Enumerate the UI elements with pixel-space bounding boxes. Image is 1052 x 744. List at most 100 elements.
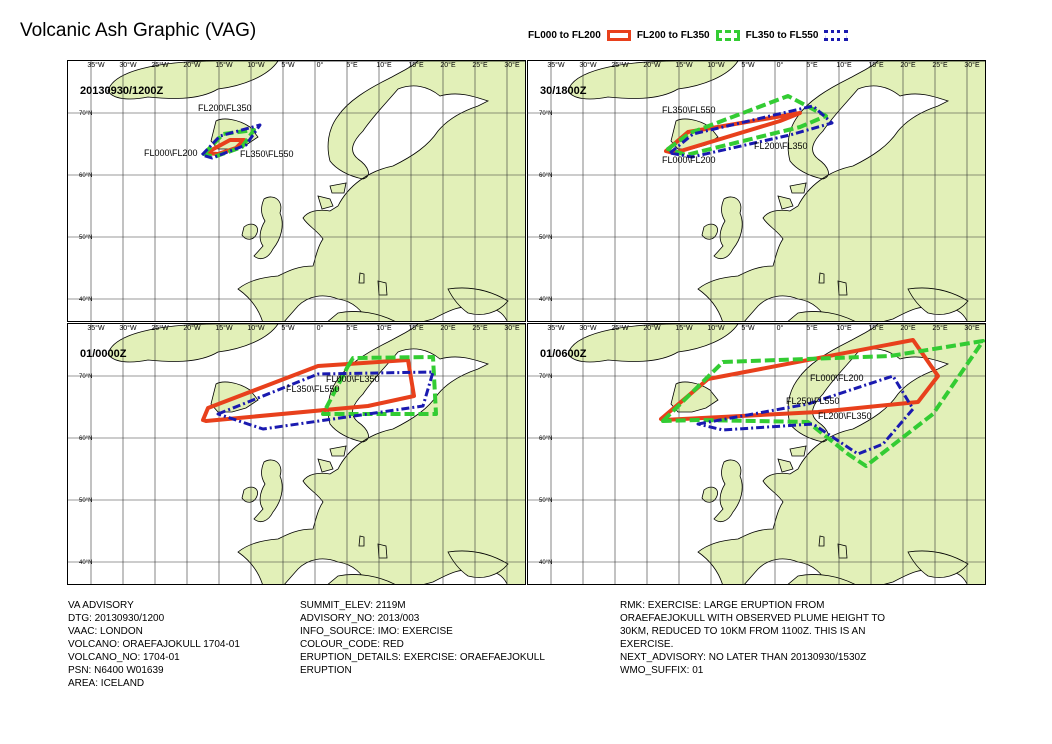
ash-cloud-polygon (216, 370, 435, 431)
latitude-label: 60°N (539, 436, 552, 442)
latitude-label: 70°N (79, 111, 92, 117)
land (317, 195, 334, 210)
latitude-label: 40°N (79, 560, 92, 566)
longitude-label: 15°E (868, 61, 884, 69)
land (358, 535, 365, 547)
advisory-line: NEXT_ADVISORY: NO LATER THAN 20130930/15… (620, 652, 867, 663)
longitude-label: 5°E (346, 61, 358, 69)
longitude-label: 5°W (281, 61, 295, 69)
longitude-label: 10°E (376, 61, 392, 69)
longitude-label: 35°W (547, 324, 565, 332)
flight-level-label: FL350\FL550 (286, 384, 340, 394)
longitude-label: 0° (317, 61, 324, 69)
land (327, 574, 395, 584)
land (777, 195, 794, 210)
longitude-label: 10°W (707, 324, 725, 332)
flight-level-label: FL200\FL350 (818, 411, 872, 421)
land (317, 458, 334, 473)
latitude-label: 60°N (539, 173, 552, 179)
advisory-line: EXERCISE. (620, 639, 674, 650)
latitude-label: 40°N (539, 297, 552, 303)
land (237, 324, 525, 584)
advisory-line: SUMMIT_ELEV: 2119M (300, 600, 406, 611)
longitude-label: 0° (777, 61, 784, 69)
land (567, 61, 739, 100)
longitude-label: 5°W (741, 61, 755, 69)
legend: FL000 to FL200 FL200 to FL350 FL350 to F… (528, 26, 854, 44)
latitude-label: 50°N (539, 498, 552, 504)
ash-cloud-polygon (200, 123, 262, 160)
advisory-line: COLOUR_CODE: RED (300, 639, 404, 650)
longitude-label: 15°W (215, 324, 233, 332)
ash-cloud-polygon (661, 339, 985, 468)
map-panel-1: 35°W 30°W 25°W 20°W 15°W 10°W 5°W 0° 5°E 10°E 15°E… (67, 60, 526, 322)
land (377, 543, 388, 559)
land (787, 311, 855, 321)
latitude-label: 60°N (79, 173, 92, 179)
land (787, 574, 855, 584)
map-panel-2: 35°W 30°W 25°W 20°W 15°W 10°W 5°W 0° 5°E 10°E 15°E… (527, 60, 986, 322)
longitude-label: 35°W (87, 61, 105, 69)
ash-cloud-polygon (659, 338, 940, 422)
longitude-label: 20°E (900, 324, 916, 332)
ash-cloud-polygon (202, 128, 256, 159)
longitude-label: 20°W (183, 61, 201, 69)
advisory-line: INFO_SOURCE: IMO: EXERCISE (300, 626, 453, 637)
map-1: 35°W 30°W 25°W 20°W 15°W 10°W 5°W 0° 5°E 10°E 15°E… (68, 61, 525, 321)
land (713, 459, 743, 523)
longitude-label: 15°W (675, 324, 693, 332)
advisory-line: ERUPTION (300, 665, 352, 676)
latitude-label: 50°N (539, 235, 552, 241)
advisory-line: VA ADVISORY (68, 600, 134, 611)
latitude-label: 40°N (539, 560, 552, 566)
longitude-label: 30°W (579, 61, 597, 69)
advisory-col-2: SUMMIT_ELEV: 2119M ADVISORY_NO: 2013/003… (300, 599, 545, 677)
land (253, 196, 283, 260)
longitude-label: 25°W (151, 61, 169, 69)
advisory-line: DTG: 20130930/1200 (68, 613, 165, 624)
flight-level-label: FL000\FL350 (326, 374, 380, 384)
advisory-line: PSN: N6400 W01639 (68, 665, 164, 676)
flight-level-label: FL350\FL550 (662, 105, 716, 115)
longitude-label: 30°E (504, 324, 520, 332)
longitude-label: 30°W (119, 61, 137, 69)
latitude-label: 60°N (79, 436, 92, 442)
flight-level-label: FL000\FL200 (662, 155, 716, 165)
longitude-label: 20°W (183, 324, 201, 332)
ash-cloud-polygon (696, 374, 915, 456)
longitude-label: 25°E (472, 61, 488, 69)
flight-level-label: FL200\FL350 (754, 141, 808, 151)
longitude-label: 25°W (611, 61, 629, 69)
land (697, 61, 985, 321)
land (837, 280, 848, 296)
longitude-label: 5°E (346, 324, 358, 332)
land (329, 445, 347, 457)
land (701, 486, 718, 503)
longitude-label: 25°W (611, 324, 629, 332)
longitude-label: 20°W (643, 61, 661, 69)
latitude-label: 50°N (79, 235, 92, 241)
advisory-line: ADVISORY_NO: 2013/003 (300, 613, 420, 624)
advisory-col-1: VA ADVISORY DTG: 20130930/1200 VAAC: LON… (68, 599, 240, 690)
advisory-line: VOLCANO: ORAEFAJOKULL 1704-01 (68, 639, 240, 650)
land (777, 458, 794, 473)
legend-label-fl000-fl200: FL000 to FL200 (528, 29, 601, 41)
longitude-label: 15°W (215, 61, 233, 69)
latitude-label: 70°N (539, 374, 552, 380)
longitude-label: 0° (317, 324, 324, 332)
advisory-col-3: RMK: EXERCISE: LARGE ERUPTION FROM ORAEF… (620, 599, 885, 677)
map-panel-4: 35°W 30°W 25°W 20°W 15°W 10°W 5°W 0° 5°E 10°E 15°E… (527, 323, 986, 585)
land (713, 196, 743, 260)
land (107, 61, 279, 100)
flight-level-label: FL200\FL350 (198, 103, 252, 113)
land (697, 324, 985, 584)
longitude-label: 30°E (964, 324, 980, 332)
ash-cloud-polygon (204, 138, 246, 156)
legend-label-fl350-fl550: FL350 to FL550 (745, 29, 819, 41)
longitude-label: 35°W (87, 324, 105, 332)
advisory-line: 30KM, REDUCED TO 10KM FROM 1100Z. THIS I… (620, 626, 866, 637)
latitude-label: 70°N (539, 111, 552, 117)
longitude-label: 30°E (504, 61, 520, 69)
longitude-label: 15°E (408, 324, 424, 332)
advisory-line: WMO_SUFFIX: 01 (620, 665, 704, 676)
